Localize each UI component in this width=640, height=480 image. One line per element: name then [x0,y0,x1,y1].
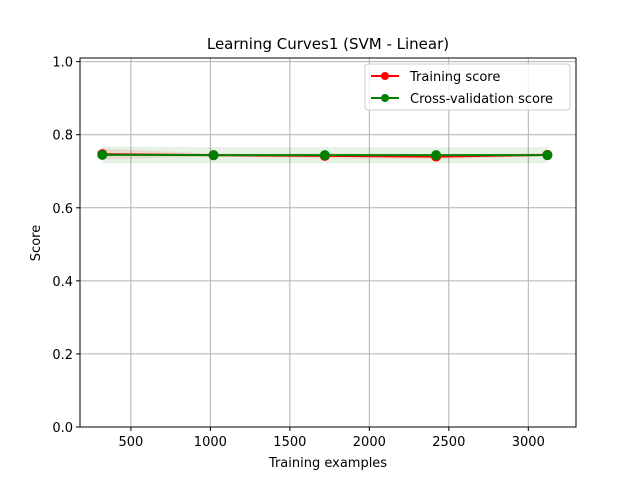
tick-layer: 500 1000 1500 2000 2500 3000 0.0 0.2 0.4 0.6 0.8 1.… [52,56,545,450]
y-tick-label: 0.4 [52,275,73,290]
x-axis-label: Training examples [268,456,387,471]
grid-layer [80,58,576,428]
y-tick-label: 0.2 [52,348,73,363]
legend-label-cross-validation: Cross-validation score [410,92,553,107]
legend-label-training: Training score [409,70,500,85]
y-tick-label: 0.6 [52,202,73,217]
x-tick-label: 1500 [273,435,306,450]
y-tick-label: 0.0 [52,421,73,436]
cross-validation-score-point [208,150,219,161]
plot-frame [79,57,577,428]
legend-box [364,63,571,111]
cross-validation-score-point [542,150,553,161]
chart-title: Learning Curves1 (SVM - Linear) [207,35,449,53]
y-tick-label: 0.8 [52,129,73,144]
cross-validation-score-point [431,150,442,161]
legend-marker-training [381,72,389,80]
legend: Training score Cross-validation score [364,63,571,111]
legend-marker-cross-validation [381,94,389,102]
x-tick-label: 1000 [194,435,227,450]
x-tick-label: 2500 [432,435,465,450]
y-axis-label: Score [29,225,44,261]
y-tick-label: 1.0 [52,56,73,71]
cross-validation-score-point [97,149,108,160]
x-tick-label: 500 [118,435,143,450]
x-tick-label: 2000 [353,435,386,450]
x-tick-label: 3000 [512,435,545,450]
point-layer [97,149,553,162]
cross-validation-score-point [319,150,330,161]
